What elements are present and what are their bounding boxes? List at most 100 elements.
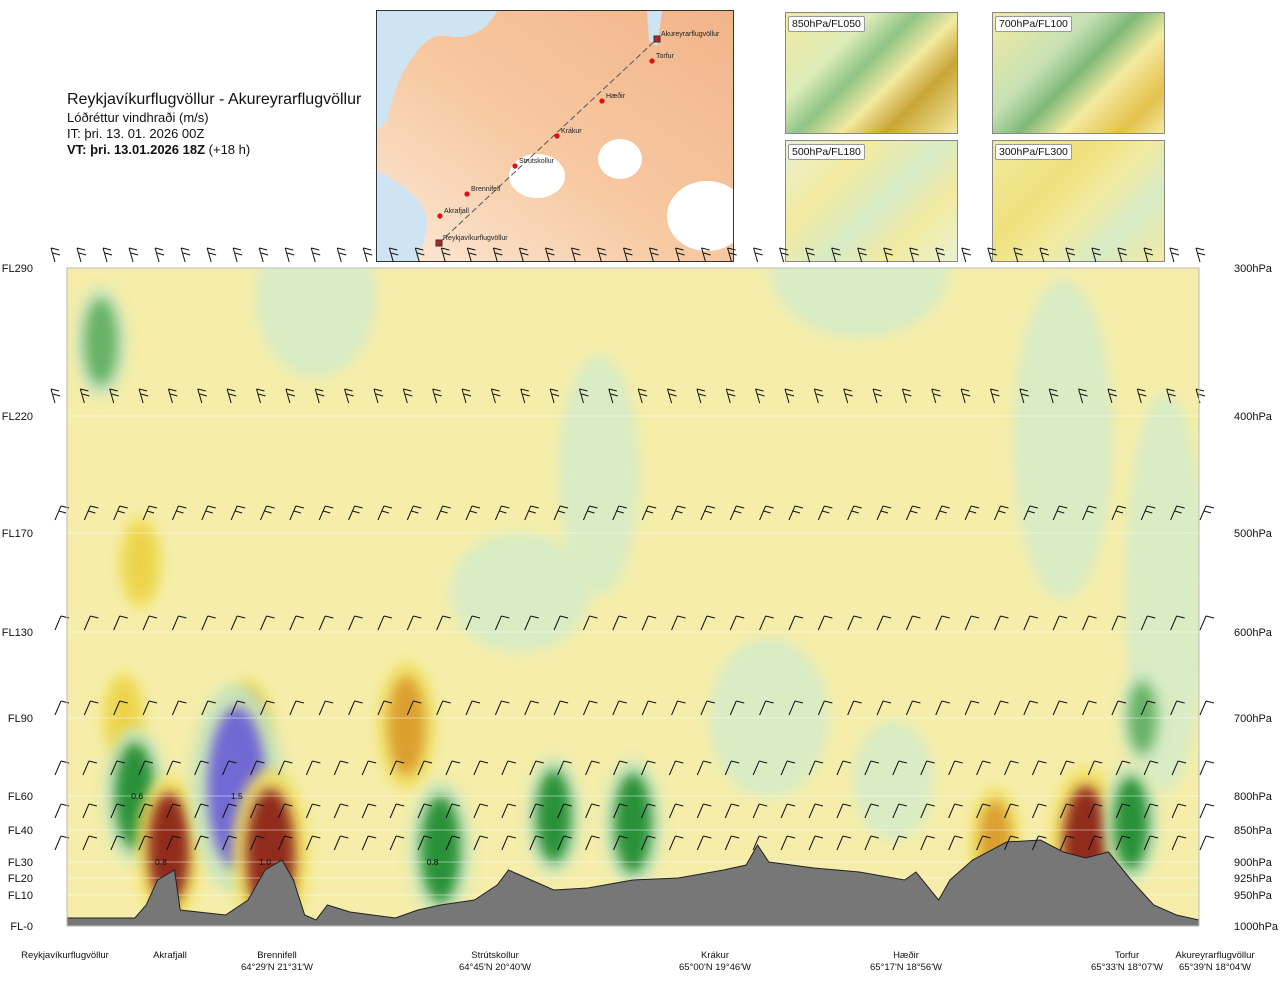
- wind-barb: [166, 803, 181, 819]
- wind-barb: [142, 505, 158, 521]
- level-map-label: 850hPa/FL050: [788, 16, 865, 32]
- wind-barb: [696, 760, 712, 776]
- waypoint-marker: [653, 35, 661, 43]
- wind-barb: [585, 835, 600, 851]
- wind-barb: [668, 803, 684, 819]
- waypoint-marker: [599, 98, 605, 104]
- wind-barb: [752, 760, 768, 776]
- location-coord: 65°17'N 18°56'W: [870, 962, 942, 973]
- wind-barb: [1052, 615, 1068, 631]
- wind-barb: [578, 388, 589, 404]
- wind-barb: [50, 247, 61, 263]
- wind-barb: [128, 247, 139, 263]
- wind-barb: [76, 247, 87, 263]
- wind-barb: [727, 247, 737, 263]
- wind-barb: [724, 835, 740, 851]
- wind-barb: [1039, 247, 1050, 263]
- wind-barb: [557, 835, 572, 851]
- wind-barb: [964, 615, 980, 631]
- wind-barb: [50, 388, 61, 404]
- wind-barb: [110, 760, 125, 776]
- wind-barb: [1170, 700, 1185, 716]
- wind-barb: [1143, 247, 1154, 263]
- level-map-label: 300hPa/FL300: [995, 144, 1072, 160]
- wind-barb: [529, 760, 544, 776]
- wind-barb: [1031, 760, 1047, 776]
- location-label: Strútskollur 64°45'N 20°40'W: [435, 950, 555, 974]
- wind-barb: [529, 835, 544, 851]
- wind-barb: [836, 803, 852, 819]
- wind-barb: [1107, 388, 1118, 404]
- wind-barb: [700, 615, 716, 631]
- wind-barb: [377, 700, 393, 716]
- pressure-tick: 900hPa: [1234, 857, 1273, 869]
- wind-barb: [1048, 388, 1059, 404]
- wind-barb: [226, 388, 237, 404]
- wind-barb: [876, 615, 892, 631]
- wind-barb: [883, 247, 893, 263]
- wind-barb: [373, 388, 384, 404]
- wind-barb: [641, 700, 657, 716]
- wind-barb: [1023, 615, 1038, 631]
- wind-barb: [524, 615, 539, 631]
- pressure-tick: 850hPa: [1234, 825, 1273, 837]
- wind-barb: [836, 760, 852, 776]
- wind-barb: [1059, 803, 1075, 819]
- level-map-label: 700hPa/FL100: [995, 16, 1072, 32]
- wind-barb: [518, 247, 529, 263]
- wind-barb: [935, 505, 950, 521]
- wind-barb: [1199, 700, 1215, 716]
- wind-barb: [808, 803, 824, 819]
- flight-level-tick: FL290: [2, 263, 33, 275]
- wind-barb: [1004, 835, 1019, 851]
- wind-barb: [197, 388, 207, 404]
- wind-barb: [976, 803, 991, 819]
- wind-barb: [466, 247, 477, 263]
- wind-barb: [256, 388, 266, 404]
- wind-barb: [847, 700, 862, 716]
- wind-barb: [1115, 803, 1131, 819]
- wind-barb: [1019, 388, 1029, 404]
- pressure-tick: 500hPa: [1234, 528, 1273, 540]
- field-cell: [148, 792, 190, 906]
- wind-barb: [1199, 835, 1215, 851]
- wind-barb: [831, 247, 841, 263]
- pressure-tick: 600hPa: [1234, 627, 1273, 639]
- waypoint-label: Reykjavíkurflugvöllur: [443, 235, 508, 242]
- wind-barb: [171, 505, 187, 521]
- waypoint-marker: [512, 163, 518, 169]
- wind-barb: [79, 388, 90, 404]
- waypoint-marker: [554, 133, 560, 139]
- wind-barb: [553, 700, 569, 716]
- wind-barb: [113, 505, 128, 521]
- field-cell: [420, 796, 461, 903]
- wind-barbs: [50, 247, 1215, 851]
- wind-barb: [82, 760, 98, 776]
- right-axis: 300hPa 400hPa 500hPa 600hPa 700hPa 800hPa 850h…: [1234, 263, 1279, 933]
- wind-barb: [171, 615, 187, 631]
- wind-barb: [987, 247, 997, 263]
- wind-barb: [1169, 247, 1180, 263]
- wind-barb: [668, 835, 684, 851]
- wind-barb: [1111, 505, 1127, 521]
- valid-offset: (+18 h): [208, 142, 251, 157]
- location-coord: 64°29'N 21°31'W: [241, 962, 313, 973]
- contour-value-label: 0.8: [155, 857, 167, 867]
- wind-barb: [1143, 760, 1159, 776]
- wind-barb: [465, 505, 481, 521]
- wind-barb: [994, 505, 1009, 521]
- wind-barb: [417, 835, 433, 851]
- wind-barb: [445, 835, 461, 851]
- pressure-tick: 950hPa: [1234, 890, 1273, 902]
- wind-barb: [843, 388, 853, 404]
- wind-barb: [667, 388, 677, 404]
- wind-barb: [1052, 505, 1068, 521]
- wind-barb: [935, 700, 950, 716]
- wind-barb: [1115, 835, 1131, 851]
- flight-level-tick: FL170: [2, 528, 33, 540]
- field-patch: [559, 354, 640, 595]
- location-coord: 64°45'N 20°40'W: [459, 962, 531, 973]
- wind-barb: [230, 615, 246, 631]
- wind-barb: [613, 835, 628, 851]
- wind-barb: [336, 247, 347, 263]
